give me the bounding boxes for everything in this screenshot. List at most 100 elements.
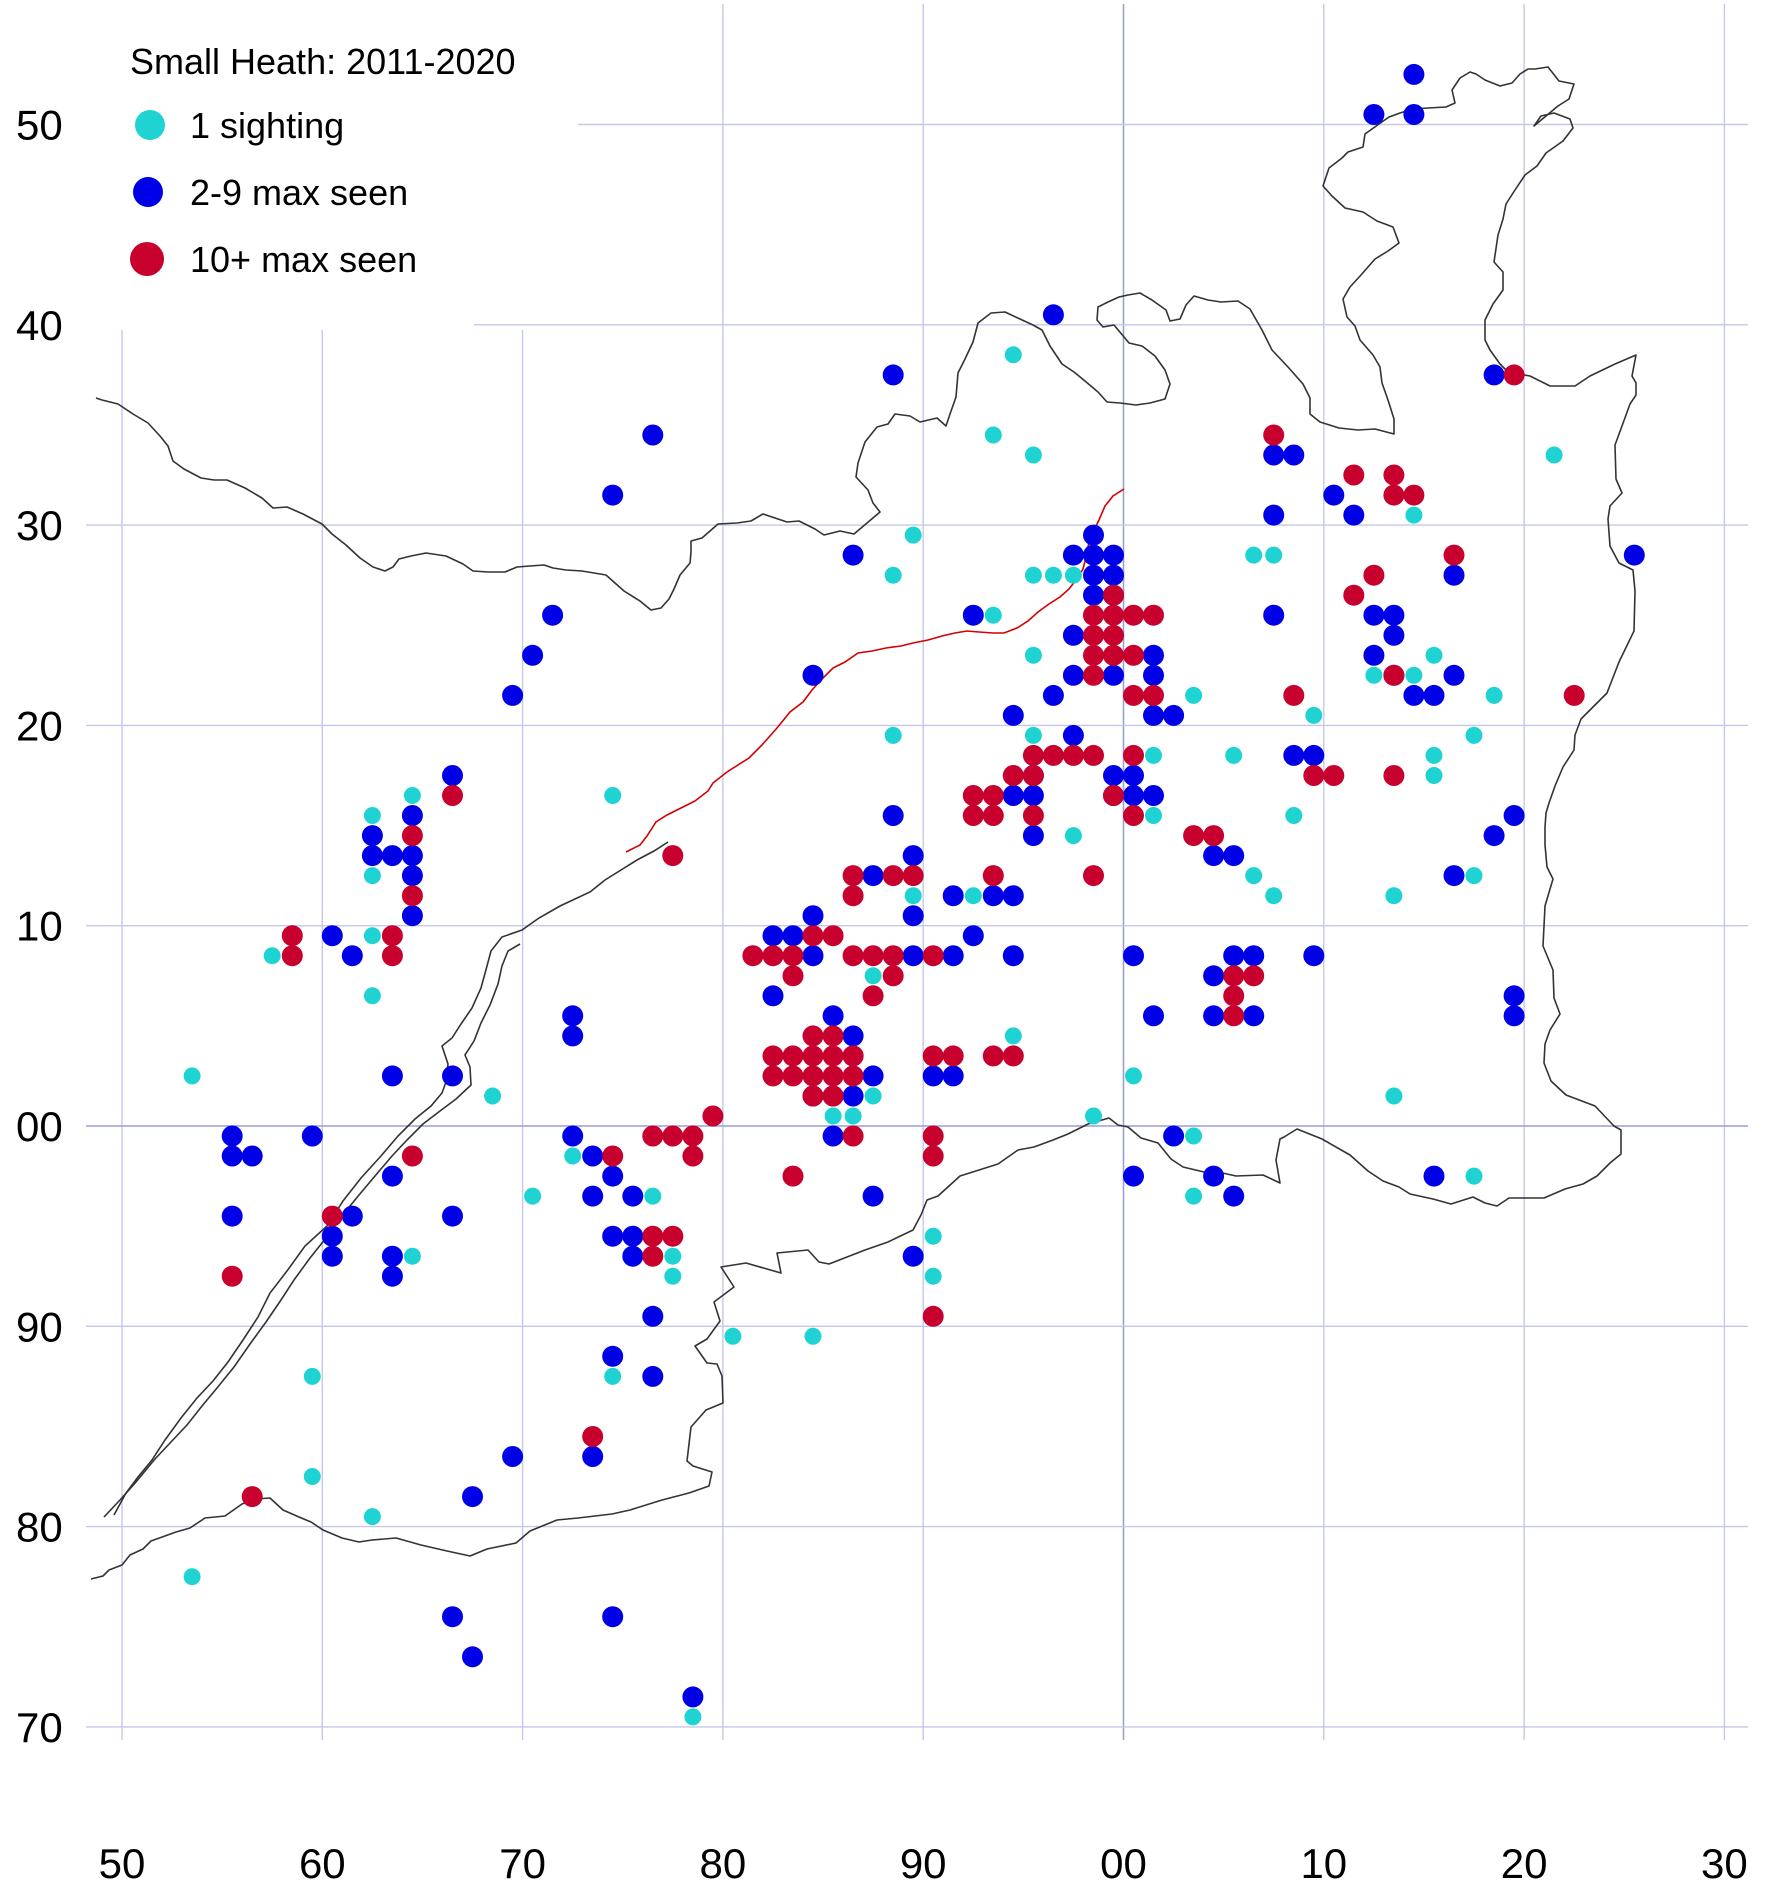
- dot-many-seen: [782, 1165, 804, 1187]
- dot-many-seen: [922, 1145, 944, 1167]
- dot-one-sighting: [1185, 686, 1203, 704]
- dot-few-seen: [1083, 544, 1104, 566]
- dot-few-seen: [1123, 785, 1144, 806]
- dot-one-sighting: [664, 1267, 682, 1285]
- dot-few-seen: [381, 1265, 403, 1287]
- dot-many-seen: [1123, 744, 1144, 766]
- dot-many-seen: [1123, 604, 1144, 626]
- dot-many-seen: [1383, 664, 1405, 686]
- dot-one-sighting: [804, 1327, 822, 1345]
- dot-few-seen: [1022, 825, 1044, 847]
- dot-few-seen: [902, 945, 924, 967]
- legend-label: 1 sighting: [190, 105, 344, 146]
- dot-one-sighting: [824, 1107, 842, 1125]
- dot-many-seen: [682, 1125, 704, 1147]
- dot-few-seen: [301, 1125, 323, 1147]
- dot-many-seen: [1103, 584, 1124, 606]
- dot-many-seen: [1223, 965, 1245, 987]
- dot-few-seen: [321, 1245, 343, 1267]
- district-boundary: [625, 488, 1125, 853]
- dot-many-seen: [842, 1045, 864, 1067]
- dot-one-sighting: [403, 787, 421, 804]
- dot-few-seen: [1042, 684, 1064, 706]
- dot-many-seen: [1503, 364, 1525, 386]
- dot-many-seen: [1383, 765, 1405, 786]
- dot-few-seen: [401, 805, 423, 826]
- dot-few-seen: [1323, 484, 1345, 506]
- dot-many-seen: [1103, 785, 1124, 806]
- dot-one-sighting: [1425, 746, 1443, 764]
- dot-many-seen: [1303, 765, 1325, 786]
- dot-few-seen: [221, 1125, 243, 1147]
- dot-many-seen: [942, 1045, 964, 1067]
- dot-many-seen: [381, 945, 403, 967]
- dot-many-seen: [1143, 604, 1164, 626]
- dot-few-seen: [842, 1025, 864, 1047]
- dot-many-seen: [1443, 544, 1465, 566]
- county-outline: [90, 66, 1637, 1580]
- dot-few-seen: [381, 1165, 403, 1187]
- dot-one-sighting: [1004, 1027, 1022, 1045]
- dot-few-seen: [1403, 104, 1425, 125]
- dot-few-seen: [1123, 1165, 1144, 1187]
- legend-swatch-blue: [133, 177, 163, 207]
- dot-many-seen: [982, 805, 1004, 826]
- dot-few-seen: [1083, 564, 1104, 586]
- dot-one-sighting: [984, 606, 1002, 624]
- dot-few-seen: [442, 1205, 463, 1227]
- dot-one-sighting: [984, 426, 1002, 444]
- dot-few-seen: [642, 1365, 664, 1387]
- dot-one-sighting: [263, 947, 281, 965]
- dot-few-seen: [862, 1185, 884, 1207]
- dot-one-sighting: [1145, 746, 1162, 764]
- dot-one-sighting: [1365, 666, 1383, 684]
- dot-few-seen: [1223, 845, 1245, 867]
- dot-many-seen: [1403, 484, 1425, 506]
- dot-few-seen: [642, 424, 664, 446]
- dot-few-seen: [401, 865, 423, 887]
- dot-few-seen: [1103, 765, 1124, 786]
- dot-few-seen: [802, 945, 824, 967]
- dot-few-seen: [1443, 564, 1465, 586]
- dot-many-seen: [401, 885, 423, 907]
- estuary-channel: [113, 841, 669, 1516]
- dot-few-seen: [502, 1446, 524, 1467]
- dot-many-seen: [401, 1145, 423, 1167]
- dot-few-seen: [361, 845, 383, 867]
- dot-many-seen: [822, 1065, 844, 1087]
- dot-few-seen: [902, 1245, 924, 1267]
- y-tick-label: 70: [16, 1704, 63, 1751]
- dot-many-seen: [1203, 825, 1225, 847]
- dot-few-seen: [1483, 364, 1505, 386]
- dot-one-sighting: [1024, 646, 1042, 664]
- dot-few-seen: [241, 1145, 263, 1167]
- dot-one-sighting: [1385, 887, 1403, 905]
- dot-one-sighting: [1024, 446, 1042, 464]
- dot-one-sighting: [604, 1367, 622, 1385]
- dot-one-sighting: [303, 1468, 321, 1485]
- dot-one-sighting: [183, 1568, 201, 1586]
- dot-few-seen: [1103, 544, 1124, 566]
- dot-one-sighting: [1085, 1107, 1102, 1125]
- dot-one-sighting: [363, 987, 381, 1005]
- dot-few-seen: [401, 845, 423, 867]
- dot-many-seen: [802, 1045, 824, 1067]
- dot-few-seen: [642, 1305, 664, 1327]
- dot-one-sighting: [303, 1367, 321, 1385]
- dot-many-seen: [882, 865, 904, 887]
- dot-one-sighting: [1285, 807, 1303, 824]
- dot-many-seen: [401, 825, 423, 847]
- dot-one-sighting: [363, 927, 381, 945]
- dot-many-seen: [922, 1045, 944, 1067]
- dot-few-seen: [762, 985, 784, 1007]
- dot-many-seen: [1103, 644, 1124, 666]
- dot-many-seen: [1363, 564, 1385, 586]
- dot-one-sighting: [1225, 746, 1243, 764]
- dot-few-seen: [682, 1686, 704, 1708]
- x-tick-label: 80: [700, 1840, 747, 1886]
- dot-few-seen: [782, 925, 804, 947]
- dot-one-sighting: [1185, 1127, 1203, 1145]
- dot-few-seen: [1443, 664, 1465, 686]
- dot-few-seen: [1503, 805, 1525, 826]
